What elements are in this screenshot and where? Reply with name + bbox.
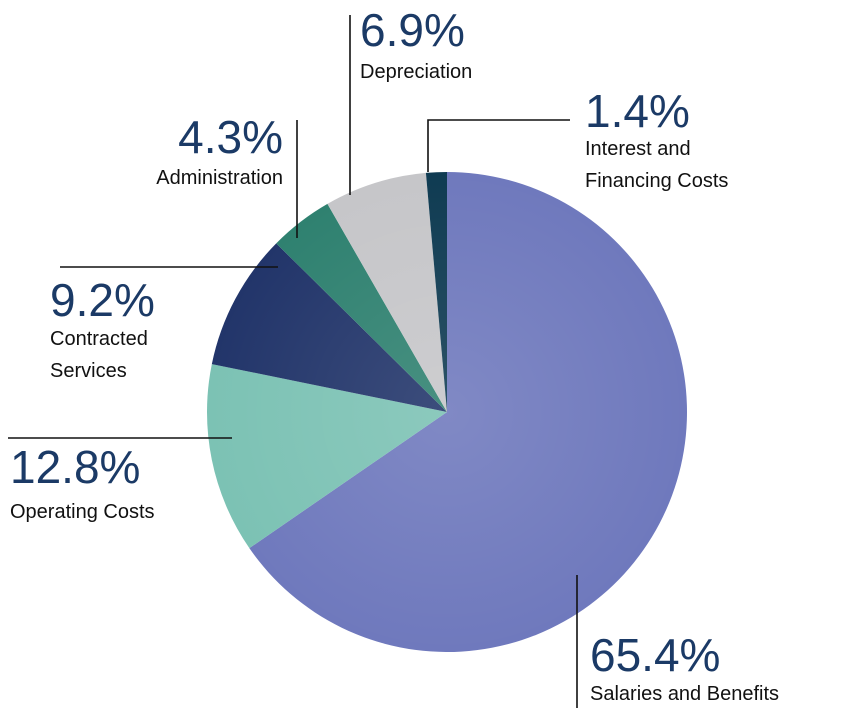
category-label: Salaries and Benefits	[590, 683, 780, 705]
category-label: Depreciation	[360, 61, 473, 83]
value-label: 4.3%	[178, 111, 283, 163]
value-label: 65.4%	[590, 629, 721, 681]
category-label: Administration	[156, 167, 283, 189]
value-label: 1.4%	[585, 85, 690, 137]
slice-shading	[207, 172, 687, 652]
value-label: 9.2%	[50, 274, 155, 326]
category-label: Contracted Services	[50, 328, 148, 382]
value-label: 12.8%	[10, 441, 141, 493]
value-label: 6.9%	[360, 4, 465, 56]
leader-lines	[8, 15, 578, 708]
leader-line	[427, 119, 570, 172]
category-label: Interest and Financing Costs	[585, 138, 729, 192]
category-label: Operating Costs	[10, 501, 155, 523]
